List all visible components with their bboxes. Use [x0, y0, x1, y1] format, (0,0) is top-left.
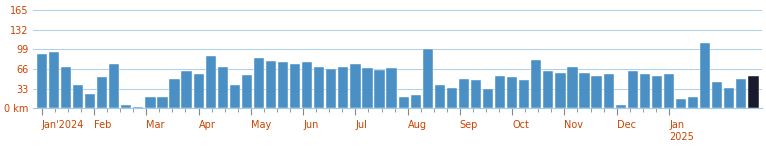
- Bar: [640, 74, 650, 108]
- Bar: [423, 49, 433, 108]
- Bar: [712, 82, 722, 108]
- Bar: [205, 56, 216, 108]
- Bar: [579, 73, 590, 108]
- Bar: [483, 89, 493, 108]
- Bar: [121, 105, 132, 108]
- Bar: [326, 68, 336, 108]
- Bar: [242, 75, 252, 108]
- Bar: [495, 76, 506, 108]
- Bar: [736, 79, 746, 108]
- Bar: [157, 97, 168, 108]
- Bar: [350, 64, 361, 108]
- Bar: [459, 79, 469, 108]
- Bar: [568, 67, 578, 108]
- Bar: [688, 97, 699, 108]
- Bar: [133, 107, 143, 108]
- Bar: [73, 85, 83, 108]
- Bar: [218, 67, 228, 108]
- Bar: [652, 76, 662, 108]
- Bar: [676, 99, 686, 108]
- Bar: [109, 64, 119, 108]
- Bar: [194, 74, 204, 108]
- Bar: [724, 88, 735, 108]
- Bar: [531, 60, 542, 108]
- Bar: [519, 80, 529, 108]
- Bar: [411, 95, 421, 108]
- Bar: [254, 58, 264, 108]
- Bar: [748, 76, 758, 108]
- Bar: [616, 105, 626, 108]
- Bar: [362, 68, 372, 108]
- Bar: [314, 67, 324, 108]
- Bar: [471, 80, 481, 108]
- Bar: [543, 72, 554, 108]
- Bar: [387, 68, 397, 108]
- Bar: [627, 72, 638, 108]
- Bar: [97, 77, 107, 108]
- Bar: [169, 79, 180, 108]
- Bar: [37, 54, 47, 108]
- Bar: [146, 97, 155, 108]
- Bar: [85, 94, 95, 108]
- Bar: [61, 67, 71, 108]
- Bar: [230, 85, 240, 108]
- Bar: [664, 74, 674, 108]
- Bar: [398, 97, 409, 108]
- Bar: [339, 67, 349, 108]
- Bar: [591, 76, 602, 108]
- Bar: [555, 73, 565, 108]
- Bar: [278, 62, 288, 108]
- Bar: [447, 88, 457, 108]
- Bar: [700, 43, 710, 108]
- Bar: [604, 74, 614, 108]
- Bar: [290, 64, 300, 108]
- Bar: [302, 62, 313, 108]
- Bar: [507, 77, 517, 108]
- Bar: [266, 61, 276, 108]
- Bar: [182, 72, 192, 108]
- Bar: [375, 70, 385, 108]
- Bar: [49, 52, 59, 108]
- Bar: [434, 85, 445, 108]
